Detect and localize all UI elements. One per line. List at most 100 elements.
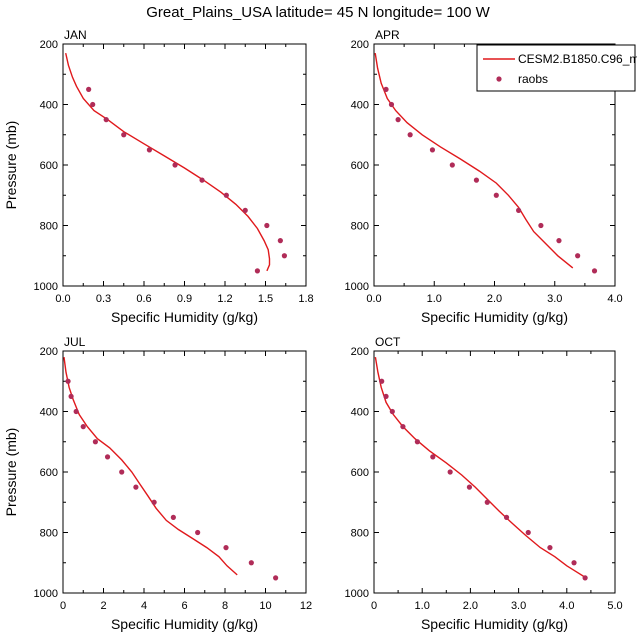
raobs-point [484,499,490,505]
model-profile-line [374,356,587,579]
raobs-point [65,378,71,384]
raobs-point [389,408,395,415]
x-tick-label: 3.0 [511,600,526,612]
plot-frame [62,43,307,287]
model-profile-line [374,52,574,269]
panel-jul: JUL 0 2 4 6 8 10 12 200 400 600 800 1000 Specific Hum… [3,335,312,632]
raobs-point [383,86,389,92]
raobs-point [447,469,453,475]
raobs-point [547,545,553,551]
x-axis-label: Specific Humidity (g/kg) [111,616,258,632]
y-tick-label: 800 [351,528,369,540]
x-tick-label: 0.6 [136,293,151,305]
raobs-point [68,393,74,399]
raobs-point [414,439,420,445]
raobs-point [86,86,92,92]
x-tick-label: 0.9 [177,293,192,305]
y-axis-label: Pressure (mb) [3,428,19,517]
x-tick-label: 1.0 [427,293,442,305]
raobs-point [104,454,111,460]
x-tick-label: 0 [60,600,66,612]
raobs-point [242,207,248,213]
x-tick-label: 3.0 [547,293,562,305]
x-tick-label: 8 [222,600,228,612]
y-tick-label: 400 [351,100,369,112]
model-profile-line [65,52,271,272]
panel-title: APR [375,28,400,42]
raobs-point [172,162,178,168]
raobs-point [407,132,413,138]
x-tick-label: 2.0 [487,293,502,305]
raobs-point [400,424,406,430]
raobs-point [473,177,480,183]
model-profile-line [63,357,238,576]
raobs-point [383,393,389,399]
x-axis-label: Specific Humidity (g/kg) [111,309,258,325]
y-tick-label: 800 [40,221,58,233]
x-tick-label: 4.0 [559,600,574,612]
x-tick-label: 1.5 [258,293,273,305]
raobs-point [133,484,139,490]
raobs-point [121,132,127,138]
x-axis-label: Specific Humidity (g/kg) [421,309,568,325]
x-tick-label: 1.2 [217,293,232,305]
raobs-point [264,222,270,229]
figure-title: Great_Plains_USA latitude= 45 N longitud… [146,4,490,21]
legend-point-swatch [496,76,502,82]
panel-oct: OCT 0 1.0 2.0 3.0 4.0 5.0 200 400 600 800 1000 Speci… [345,335,623,632]
raobs-point [429,147,436,153]
y-tick-label: 400 [40,100,58,112]
y-tick-label: 600 [40,160,58,172]
raobs-point [591,268,598,274]
raobs-point [170,514,176,520]
y-axis-label: Pressure (mb) [3,121,19,210]
raobs-point [223,545,229,551]
raobs-point [379,378,385,384]
raobs-point [466,484,473,490]
x-axis-label: Specific Humidity (g/kg) [421,616,568,632]
y-tick-label: 1000 [34,281,58,293]
y-tick-label: 200 [351,346,369,358]
x-tick-label: 0.0 [366,293,381,305]
raobs-point [516,207,522,213]
raobs-point [90,101,96,108]
raobs-point [199,177,205,183]
y-tick-label: 1000 [345,281,369,293]
x-tick-label: 5.0 [607,600,622,612]
raobs-point [254,268,260,274]
raobs-point [582,575,588,581]
x-tick-label: 0.3 [96,293,111,305]
raobs-point [277,238,283,244]
raobs-point [503,514,510,520]
raobs-point [73,408,79,415]
raobs-point [92,439,98,445]
legend-model-label: CESM2.B1850.C96_m [518,52,637,66]
x-tick-label: 1.8 [298,293,313,305]
y-tick-label: 200 [40,39,58,51]
y-tick-label: 1000 [34,588,58,600]
legend-obs-label: raobs [518,72,548,86]
x-tick-label: 2.0 [463,600,478,612]
x-tick-label: 0.0 [55,293,70,305]
x-tick-label: 12 [300,600,312,612]
y-tick-label: 600 [351,160,369,172]
raobs-point [146,147,152,153]
x-tick-label: 4.0 [607,293,622,305]
y-tick-label: 1000 [345,588,369,600]
x-tick-label: 4 [141,600,147,612]
x-tick-label: 10 [259,600,271,612]
y-tick-label: 400 [351,407,369,419]
y-tick-label: 200 [351,39,369,51]
y-tick-label: 800 [40,528,58,540]
raobs-point [571,560,577,566]
raobs-point [388,101,395,108]
raobs-point [430,454,436,460]
panel-jan: JAN 0.0 0.3 0.6 0.9 1.2 1.5 1.8 200 400 600 800 1000… [3,28,314,325]
panel-apr: APR 0.0 1.0 2.0 3.0 4.0 200 400 600 800 1000 Specif… [345,28,623,325]
raobs-point [103,117,109,123]
panel-title: OCT [375,335,401,349]
y-tick-label: 200 [40,346,58,358]
raobs-point [556,238,562,244]
raobs-point [80,424,86,430]
